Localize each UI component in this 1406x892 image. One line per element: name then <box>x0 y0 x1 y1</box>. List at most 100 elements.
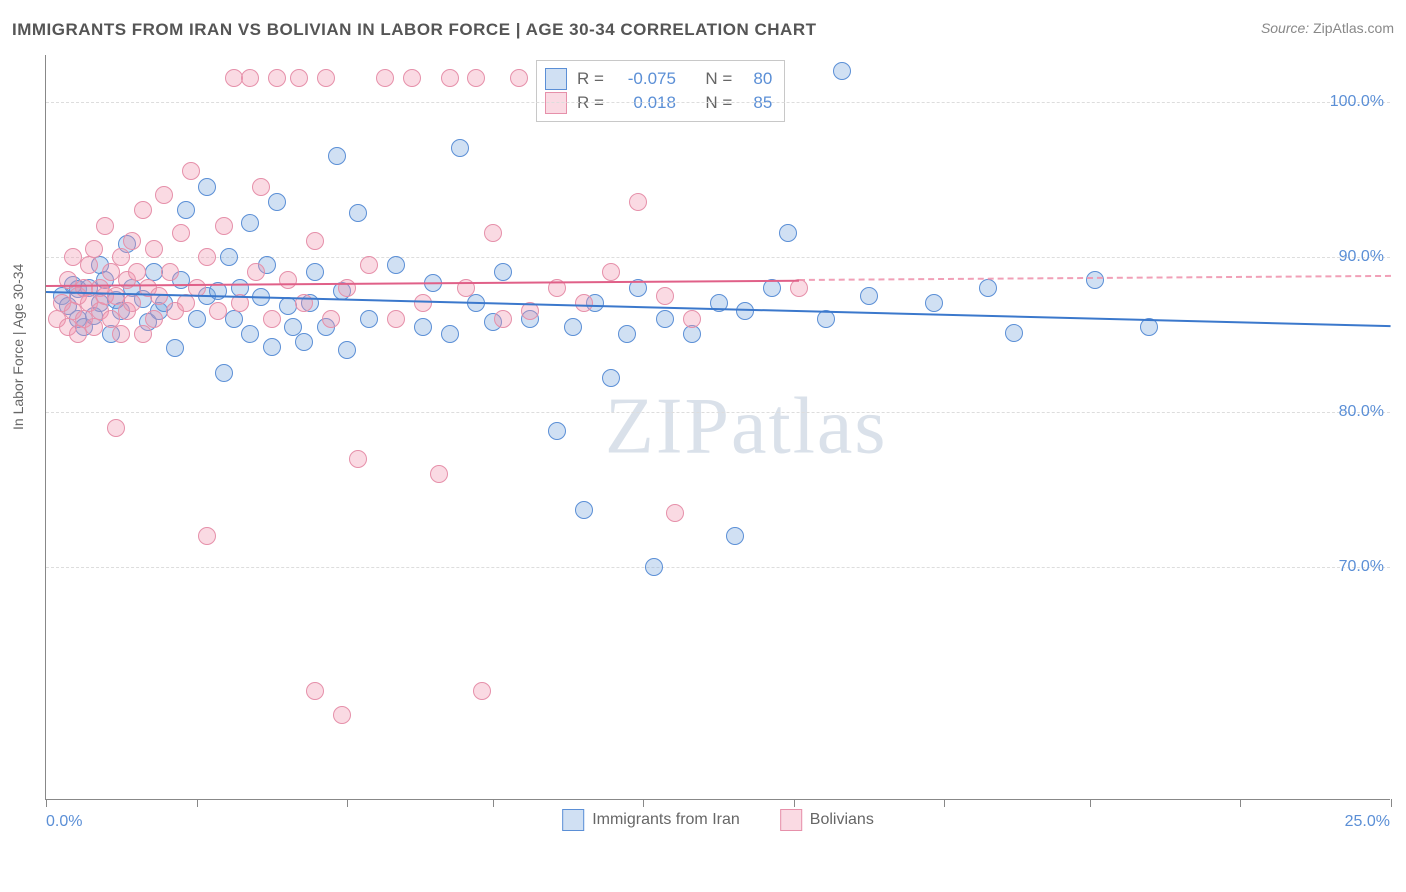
data-point <box>225 310 243 328</box>
data-point <box>107 419 125 437</box>
chart-title: IMMIGRANTS FROM IRAN VS BOLIVIAN IN LABO… <box>12 20 817 40</box>
data-point <box>473 682 491 700</box>
data-point <box>564 318 582 336</box>
data-point <box>360 310 378 328</box>
data-point <box>683 310 701 328</box>
data-point <box>279 297 297 315</box>
data-point <box>1005 324 1023 342</box>
data-point <box>198 248 216 266</box>
data-point <box>306 682 324 700</box>
data-point <box>1086 271 1104 289</box>
data-point <box>177 201 195 219</box>
data-point <box>209 302 227 320</box>
data-point <box>629 193 647 211</box>
data-point <box>134 325 152 343</box>
data-point <box>268 69 286 87</box>
data-point <box>430 465 448 483</box>
stats-row: R =0.018 N =85 <box>545 91 772 115</box>
data-point <box>306 263 324 281</box>
data-point <box>215 364 233 382</box>
data-point <box>112 325 130 343</box>
data-point <box>451 139 469 157</box>
y-tick-label: 70.0% <box>1339 558 1384 576</box>
data-point <box>645 558 663 576</box>
data-point <box>145 310 163 328</box>
data-point <box>268 193 286 211</box>
data-point <box>484 224 502 242</box>
data-point <box>575 294 593 312</box>
source-link[interactable]: ZipAtlas.com <box>1313 20 1394 36</box>
data-point <box>333 706 351 724</box>
data-point <box>441 69 459 87</box>
data-point <box>177 294 195 312</box>
data-point <box>736 302 754 320</box>
legend-label: Bolivians <box>810 811 874 829</box>
y-tick-label: 90.0% <box>1339 248 1384 266</box>
data-point <box>161 263 179 281</box>
data-point <box>338 279 356 297</box>
data-point <box>376 69 394 87</box>
legend-item: Bolivians <box>780 809 874 831</box>
data-point <box>241 214 259 232</box>
data-point <box>602 263 620 281</box>
data-point <box>925 294 943 312</box>
x-tick <box>794 799 795 807</box>
data-point <box>656 287 674 305</box>
data-point <box>779 224 797 242</box>
data-point <box>172 224 190 242</box>
data-point <box>123 294 141 312</box>
data-point <box>295 333 313 351</box>
data-point <box>726 527 744 545</box>
data-point <box>198 527 216 545</box>
data-point <box>833 62 851 80</box>
data-point <box>241 325 259 343</box>
data-point <box>683 325 701 343</box>
data-point <box>155 186 173 204</box>
data-point <box>602 369 620 387</box>
x-tick <box>1090 799 1091 807</box>
x-tick <box>46 799 47 807</box>
chart-header: IMMIGRANTS FROM IRAN VS BOLIVIAN IN LABO… <box>12 20 1394 50</box>
legend-label: Immigrants from Iran <box>592 811 740 829</box>
r-value: -0.075 <box>614 67 676 91</box>
data-point <box>494 310 512 328</box>
data-point <box>317 69 335 87</box>
data-point <box>198 178 216 196</box>
y-tick-label: 80.0% <box>1339 403 1384 421</box>
data-point <box>328 147 346 165</box>
data-point <box>979 279 997 297</box>
data-point <box>188 310 206 328</box>
legend-item: Immigrants from Iran <box>562 809 740 831</box>
data-point <box>387 310 405 328</box>
r-value: 0.018 <box>614 91 676 115</box>
x-tick <box>944 799 945 807</box>
data-point <box>263 310 281 328</box>
watermark-text: ZIPatlas <box>605 382 888 473</box>
data-point <box>85 240 103 258</box>
data-point <box>322 310 340 328</box>
series-legend: Immigrants from Iran Bolivians <box>562 809 874 831</box>
y-axis-label: In Labor Force | Age 30-34 <box>10 264 26 430</box>
data-point <box>510 69 528 87</box>
legend-swatch <box>562 809 584 831</box>
data-point <box>220 248 238 266</box>
gridline <box>46 102 1390 103</box>
scatter-chart: ZIPatlas R =-0.075 N =80R =0.018 N =85 I… <box>45 55 1390 800</box>
data-point <box>166 339 184 357</box>
data-point <box>666 504 684 522</box>
data-point <box>279 271 297 289</box>
y-tick-label: 100.0% <box>1330 93 1384 111</box>
gridline <box>46 567 1390 568</box>
gridline <box>46 257 1390 258</box>
data-point <box>414 294 432 312</box>
data-point <box>134 201 152 219</box>
source-citation: Source: ZipAtlas.com <box>1261 20 1394 36</box>
data-point <box>575 501 593 519</box>
n-label: N = <box>705 67 732 91</box>
x-axis-min-label: 0.0% <box>46 813 82 831</box>
data-point <box>306 232 324 250</box>
data-point <box>548 422 566 440</box>
trend-line <box>46 279 799 286</box>
data-point <box>290 69 308 87</box>
correlation-stats-box: R =-0.075 N =80R =0.018 N =85 <box>536 60 785 122</box>
